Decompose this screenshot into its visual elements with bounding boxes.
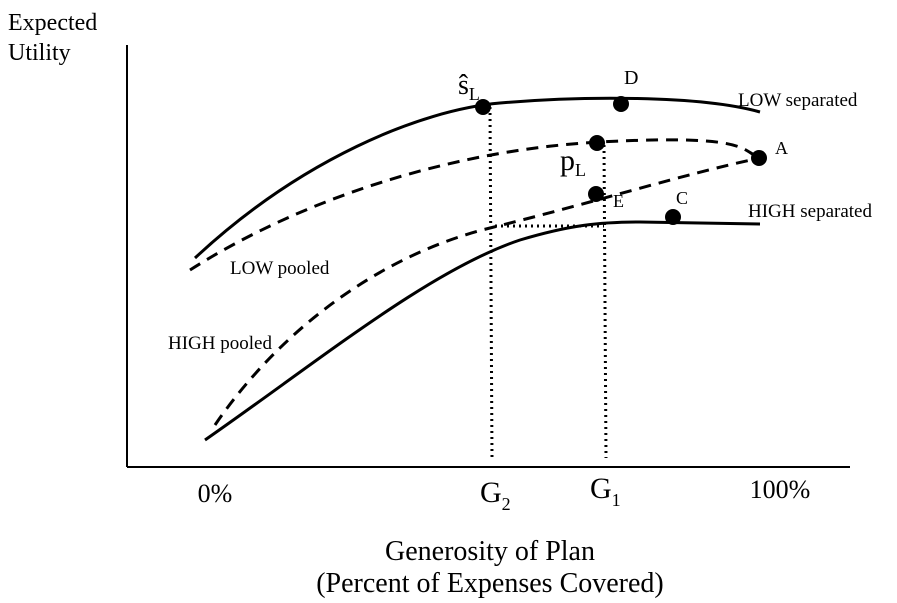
x-label: (Percent of Expenses Covered) [316, 568, 664, 599]
point-label: E [613, 191, 624, 211]
subscript: 1 [612, 490, 621, 510]
point [588, 186, 604, 202]
curve-label: HIGH separated [748, 201, 872, 222]
point-label: p [560, 144, 575, 177]
x-tick-label: G1 [590, 472, 621, 510]
point-label: C [676, 188, 688, 208]
points [475, 96, 767, 225]
point [475, 99, 491, 115]
x-tick-label: 100% [750, 475, 811, 504]
curve-label: LOW separated [738, 90, 858, 111]
curve-label: HIGH pooled [168, 333, 272, 354]
subscript: 2 [502, 494, 511, 514]
point [613, 96, 629, 112]
point-label: ŝL [458, 70, 480, 104]
x-tick-label: G [480, 476, 502, 509]
point-label: A [775, 138, 788, 158]
g1-guide [602, 144, 608, 459]
point-label: pL [560, 144, 586, 180]
point [751, 150, 767, 166]
low-separated-curve [193, 96, 761, 260]
x-tick-label: 100% [750, 475, 811, 504]
x-tick-label: 0% [198, 479, 233, 508]
x-tick-label: G2 [480, 476, 511, 514]
point [589, 135, 605, 151]
subscript: L [469, 84, 480, 104]
y-label: Utility [8, 40, 71, 66]
x-tick-label: 0% [198, 479, 233, 508]
subscript: L [575, 160, 586, 180]
curve-label: LOW pooled [230, 258, 330, 279]
low-pooled-curve [189, 138, 761, 272]
high-separated-curve [204, 220, 761, 442]
point-label: ŝ [458, 70, 469, 101]
x-label: Generosity of Plan [385, 536, 595, 567]
y-label: Expected [8, 10, 97, 36]
g2-guide [488, 106, 494, 459]
point [665, 209, 681, 225]
x-tick-label: G [590, 472, 612, 505]
point-label: D [624, 67, 638, 89]
